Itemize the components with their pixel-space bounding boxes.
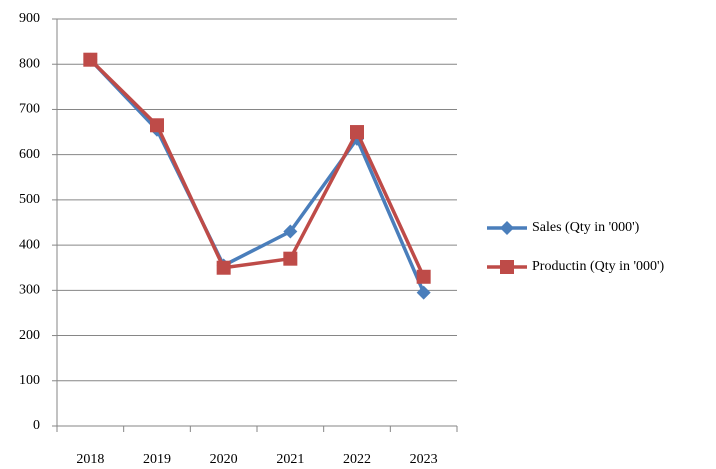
legend-label: Sales (Qty in '000') [532, 220, 640, 235]
y-tick-label: 300 [19, 283, 40, 298]
marker [83, 52, 98, 67]
x-tick-label: 2020 [210, 452, 238, 467]
y-tick-label: 200 [19, 328, 40, 343]
marker [283, 224, 298, 239]
y-tick-label: 500 [19, 192, 40, 207]
marker [150, 118, 164, 133]
marker [416, 285, 431, 300]
x-tick-label: 2018 [76, 452, 104, 467]
marker [283, 251, 298, 266]
marker [500, 221, 514, 235]
marker [350, 125, 364, 140]
y-tick-label: 100 [19, 373, 40, 388]
y-tick-label: 400 [19, 237, 40, 252]
x-tick-label: 2022 [343, 452, 371, 467]
series-line [89, 58, 426, 278]
legend-label: Productin (Qty in '000') [532, 259, 665, 274]
y-tick-label: 0 [33, 418, 40, 433]
marker [416, 269, 431, 284]
x-tick-label: 2021 [276, 452, 304, 467]
y-tick-label: 700 [19, 102, 40, 117]
marker [216, 260, 231, 275]
series-line [89, 58, 426, 294]
x-tick-label: 2019 [143, 452, 171, 467]
y-tick-label: 800 [19, 56, 40, 71]
marker [500, 260, 514, 274]
y-tick-label: 600 [19, 147, 40, 162]
x-tick-label: 2023 [410, 452, 438, 467]
y-tick-label: 900 [19, 11, 40, 26]
